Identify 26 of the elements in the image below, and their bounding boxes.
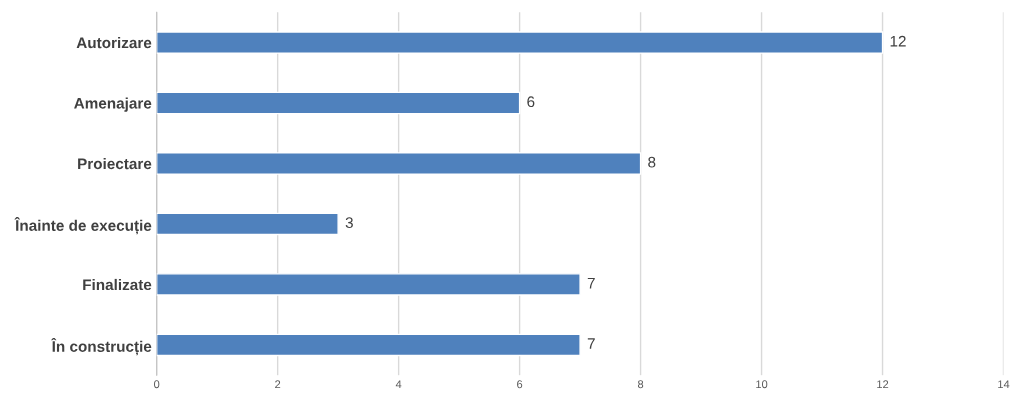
data-label: 12 — [890, 35, 906, 47]
y-tick-label: Amenajare — [74, 97, 152, 112]
y-tick-label: Înainte de execuție — [14, 217, 152, 235]
bar — [156, 273, 581, 296]
x-tick-label: 4 — [395, 380, 402, 389]
x-tick-label: 12 — [877, 380, 889, 389]
bar — [156, 152, 642, 175]
x-tick-label: 10 — [756, 380, 768, 389]
x-tick-label: 14 — [998, 380, 1010, 389]
x-tick-label: 6 — [517, 380, 523, 389]
bar — [156, 212, 339, 236]
data-label: 6 — [527, 96, 535, 108]
data-label: 7 — [587, 277, 595, 289]
data-label: 7 — [587, 338, 595, 349]
data-label: 8 — [648, 156, 656, 168]
x-tick-label: 2 — [275, 380, 281, 389]
bar — [156, 91, 521, 115]
y-tick-label: Proiectare — [78, 157, 152, 170]
y-tick-label: În construcție — [51, 338, 152, 356]
y-tick-label: Finalizate — [83, 278, 152, 291]
y-tick-label: Autorizare — [76, 37, 152, 49]
x-tick-label: 8 — [637, 380, 644, 389]
data-label: 3 — [345, 217, 353, 229]
x-tick-label: 0 — [154, 380, 160, 389]
bar — [156, 31, 884, 54]
bar — [156, 333, 581, 357]
